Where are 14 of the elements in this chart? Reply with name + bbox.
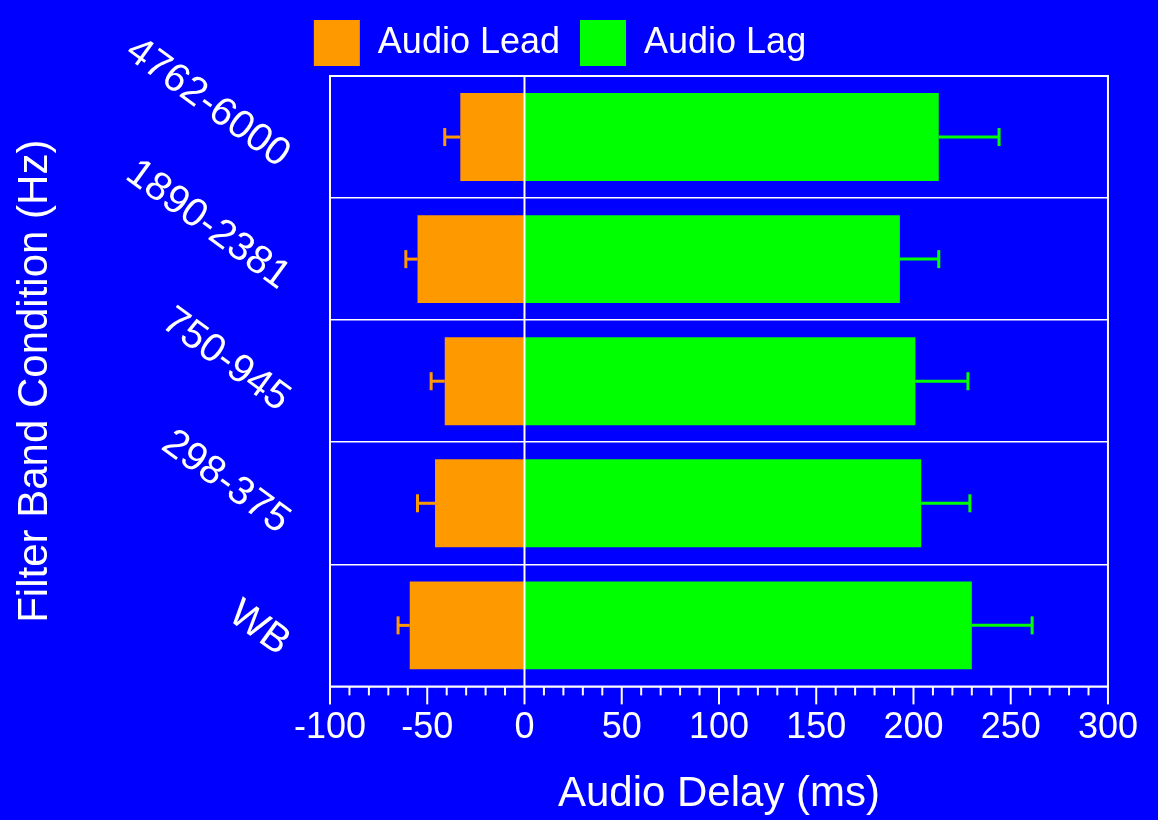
x-tick-label: -50 <box>401 704 454 746</box>
y-tick-label: WB <box>221 589 300 663</box>
x-tick-label: 0 <box>514 704 535 746</box>
x-tick-label: 100 <box>688 704 750 746</box>
legend-label: Audio Lead <box>377 19 561 61</box>
x-tick-label: 200 <box>883 704 944 746</box>
y-axis-title: Filter Band Condition (Hz) <box>8 139 56 623</box>
x-tick-label: 250 <box>980 704 1041 746</box>
legend-label: Audio Lag <box>644 19 807 61</box>
x-tick-label: 150 <box>786 704 847 746</box>
x-tick-label: 50 <box>601 704 642 746</box>
x-tick-label: -100 <box>293 704 367 746</box>
x-axis-title: Audio Delay (ms) <box>557 768 881 816</box>
x-tick-label: 300 <box>1077 704 1139 746</box>
